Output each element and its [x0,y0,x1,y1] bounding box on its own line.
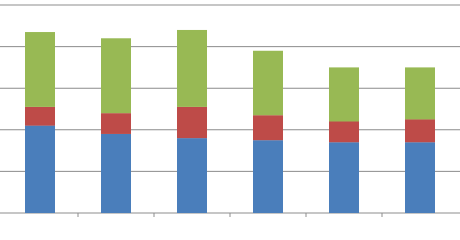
bar-segment [405,67,435,120]
bar-segment [25,106,55,126]
bar-segment [101,113,131,134]
bar-segment [177,29,207,107]
bar-segment [405,142,435,213]
bar-segment [101,133,131,213]
page: {"chart_data": {"type": "stacked-bar", "… [0,4,460,217]
bar-segment [253,140,283,213]
bar-segment [329,142,359,213]
bar-segment [329,121,359,143]
bar-segment [25,125,55,213]
bar-segment [101,38,131,114]
bar-segment [177,138,207,213]
bar-segment [329,67,359,122]
bar-segment [253,50,283,116]
bar-segment [177,106,207,139]
bar-segment [25,32,55,107]
bar-segment [405,119,435,143]
chart [0,4,460,217]
bar-segment [253,115,283,141]
